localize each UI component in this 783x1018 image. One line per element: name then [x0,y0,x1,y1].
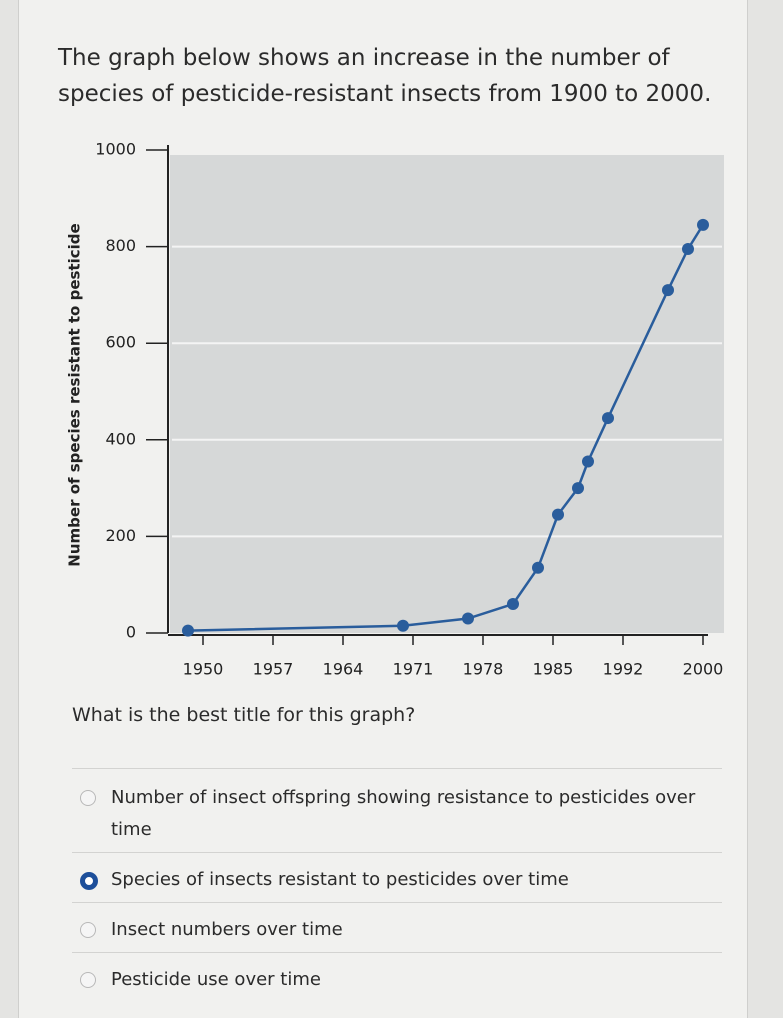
y-tick-label: 800 [105,236,136,255]
x-tick-label: 1964 [323,660,364,679]
question: What is the best title for this graph? [72,704,416,726]
intro-text: The graph below shows an increase in the… [58,45,712,107]
data-line [187,224,705,632]
radio-button[interactable] [80,790,96,806]
data-point [602,412,614,425]
separator [72,768,722,769]
radio-button[interactable] [80,872,98,890]
x-tick-label: 1971 [393,660,434,679]
y-tick-label: 400 [105,429,136,448]
separator [72,852,722,853]
data-point [397,619,409,632]
x-tick-label: 2000 [683,660,724,679]
y-tick-label: 200 [105,526,136,545]
option-text[interactable]: Insect numbers over time [111,919,343,940]
option-text[interactable]: Number of insect offspring showing resis… [111,787,696,840]
y-tick-label: 0 [126,623,136,642]
data-point [507,598,519,611]
option-text[interactable]: Pesticide use over time [111,969,321,990]
data-point [182,624,194,637]
radio-button[interactable] [80,972,96,988]
x-tick-label: 1978 [463,660,504,679]
data-point [682,243,694,256]
data-point [662,284,674,297]
data-point [462,612,474,625]
plot-area [170,155,724,633]
x-tick-label: 1950 [183,660,224,679]
y-axis-label: Number of species resistant to pesticide [66,223,84,566]
y-tick-label: 1000 [95,140,136,159]
data-point [697,218,709,231]
radio-button[interactable] [80,922,96,938]
data-point [552,508,564,521]
data-point [582,455,594,468]
x-tick-label: 1985 [533,660,574,679]
data-point [572,482,584,495]
data-point [532,561,544,574]
separator [72,902,722,903]
y-tick-label: 600 [105,333,136,352]
x-tick-label: 1992 [603,660,644,679]
x-tick-label: 1957 [253,660,294,679]
separator [72,952,722,953]
option-text[interactable]: Species of insects resistant to pesticid… [111,869,569,890]
chart: Number of species resistant to pesticide… [66,140,724,679]
